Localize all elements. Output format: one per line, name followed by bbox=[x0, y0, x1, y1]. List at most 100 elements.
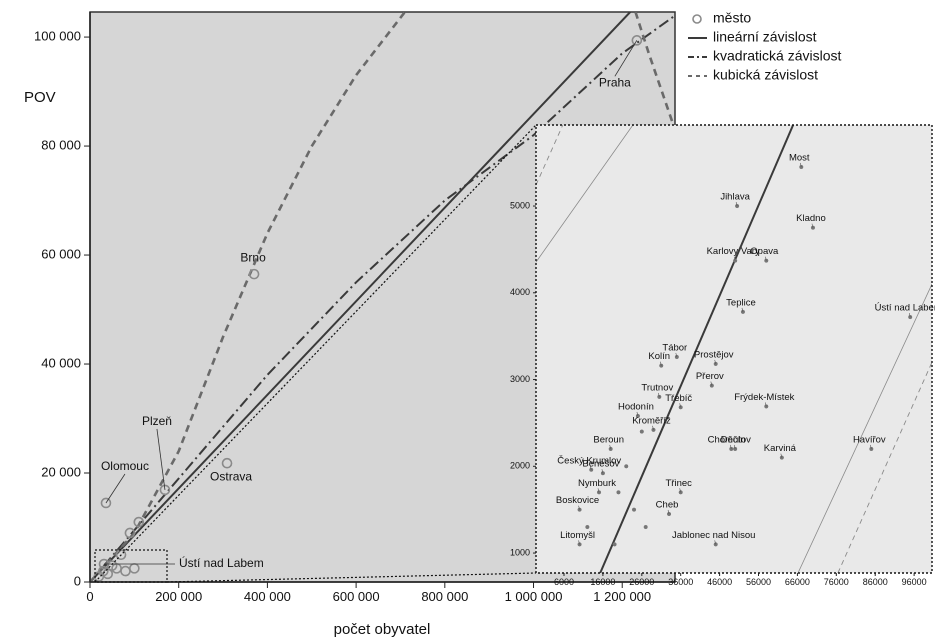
leader-line bbox=[609, 444, 611, 450]
y-tick-label: 0 bbox=[74, 573, 81, 588]
city-point bbox=[733, 446, 738, 451]
point-label: Frýdek-Místek bbox=[734, 392, 794, 403]
fit-line bbox=[536, 125, 932, 573]
point-label: Nymburk bbox=[578, 478, 616, 489]
city-point bbox=[678, 405, 683, 410]
plot-1: 1000 2000 3000 4000 5000 6000 16000 26000 36000 4… bbox=[510, 124, 935, 587]
leader-line bbox=[156, 428, 166, 490]
y-tick-label: 3000 bbox=[510, 374, 530, 384]
plot-background bbox=[536, 125, 932, 573]
city-point bbox=[248, 268, 260, 280]
y-tick-label: 4000 bbox=[510, 287, 530, 297]
y-tick-label: 1000 bbox=[510, 547, 530, 557]
point-label: Děčín bbox=[721, 434, 746, 445]
point-label: Praha bbox=[599, 76, 631, 90]
leader-line bbox=[800, 162, 802, 168]
point-label: Jihlava bbox=[720, 192, 750, 203]
leader-line bbox=[659, 361, 662, 366]
city-point bbox=[612, 542, 617, 547]
city-point bbox=[674, 354, 679, 360]
city-point bbox=[657, 394, 662, 399]
point-label: Kolín bbox=[648, 351, 670, 362]
point-label: Litomyšl bbox=[560, 530, 595, 541]
leader-line bbox=[764, 256, 767, 261]
city-point bbox=[639, 429, 644, 434]
city-point bbox=[631, 507, 637, 512]
x-tick-label: 0 bbox=[86, 589, 93, 604]
inset-frame bbox=[535, 124, 933, 574]
point-label: Chomutov bbox=[708, 434, 752, 445]
leader-line bbox=[908, 313, 911, 318]
leader-line bbox=[675, 352, 678, 358]
point-label: Most bbox=[789, 153, 810, 164]
point-label: Plzeň bbox=[142, 414, 172, 428]
city-point bbox=[608, 446, 613, 451]
y-tick-label: 40 000 bbox=[41, 355, 81, 370]
y-axis-title: POV bbox=[24, 89, 56, 106]
point-label: Havířov bbox=[853, 434, 886, 445]
leader-line bbox=[614, 40, 638, 77]
leader-line bbox=[652, 425, 654, 430]
city-point bbox=[124, 527, 136, 539]
point-label: Karviná bbox=[764, 443, 797, 454]
point-label: Hodonín bbox=[618, 401, 654, 412]
plot-area bbox=[90, 12, 675, 582]
leader-line bbox=[105, 473, 126, 504]
point-label: Beroun bbox=[593, 434, 624, 445]
point-label: Třinec bbox=[666, 478, 693, 489]
x-tick-label: 800 000 bbox=[421, 589, 468, 604]
city-point bbox=[159, 484, 171, 496]
legend-marker bbox=[692, 14, 702, 24]
fit-line bbox=[90, 12, 631, 582]
x-tick-label: 600 000 bbox=[333, 589, 380, 604]
leader-line bbox=[714, 359, 717, 364]
point-label: Kroměříž bbox=[632, 415, 671, 426]
leader-line bbox=[733, 256, 736, 261]
city-point bbox=[729, 446, 734, 451]
y-tick-label: 20 000 bbox=[41, 464, 81, 479]
leader-line bbox=[780, 453, 783, 458]
city-point bbox=[221, 457, 233, 469]
point-label: Třebíč bbox=[665, 393, 692, 404]
y-tick-label: 2000 bbox=[510, 461, 530, 471]
leader-line bbox=[679, 403, 681, 408]
point-label: Jablonec nad Nisou bbox=[672, 530, 755, 541]
x-tick-label: 6000 bbox=[554, 577, 574, 587]
point-label: Ústí nad Labem bbox=[179, 555, 264, 570]
leader-line bbox=[578, 540, 580, 545]
y-tick-label: 100 000 bbox=[34, 29, 81, 44]
city-point bbox=[709, 383, 714, 388]
legend-label: lineární závislost bbox=[713, 29, 817, 45]
legend-label: kvadratická závislost bbox=[713, 48, 841, 64]
point-label: Boskovice bbox=[556, 495, 599, 506]
leader-line bbox=[636, 411, 639, 417]
city-point bbox=[908, 315, 913, 320]
zoom-connector bbox=[166, 572, 537, 583]
leader-line bbox=[741, 307, 744, 312]
leader-line bbox=[735, 201, 738, 207]
leader-line bbox=[729, 444, 732, 450]
x-tick-label: 56000 bbox=[746, 577, 771, 587]
zoom-connector bbox=[94, 124, 537, 583]
point-label: Olomouc bbox=[101, 459, 149, 473]
y-tick-label: 5000 bbox=[510, 200, 530, 210]
y-tick-label: 60 000 bbox=[41, 246, 81, 261]
leader-line bbox=[578, 505, 580, 510]
leader-line bbox=[714, 540, 717, 545]
leader-line bbox=[811, 223, 814, 228]
point-label: Teplice bbox=[726, 297, 756, 308]
x-tick-label: 96000 bbox=[902, 577, 927, 587]
x-tick-label: 1 000 000 bbox=[505, 589, 563, 604]
city-point bbox=[624, 464, 629, 469]
city-point bbox=[585, 524, 590, 530]
city-point bbox=[643, 524, 648, 530]
leader-line bbox=[679, 488, 681, 493]
x-tick-label: 36000 bbox=[668, 577, 693, 587]
point-label: Trutnov bbox=[641, 382, 673, 393]
x-tick-label: 46000 bbox=[707, 577, 732, 587]
legend-label: kubická závislost bbox=[713, 67, 818, 83]
leader-line bbox=[667, 509, 670, 515]
x-tick-label: 86000 bbox=[863, 577, 888, 587]
x-tick-label: 1 200 000 bbox=[593, 589, 651, 604]
point-label: Prostějov bbox=[694, 349, 734, 360]
